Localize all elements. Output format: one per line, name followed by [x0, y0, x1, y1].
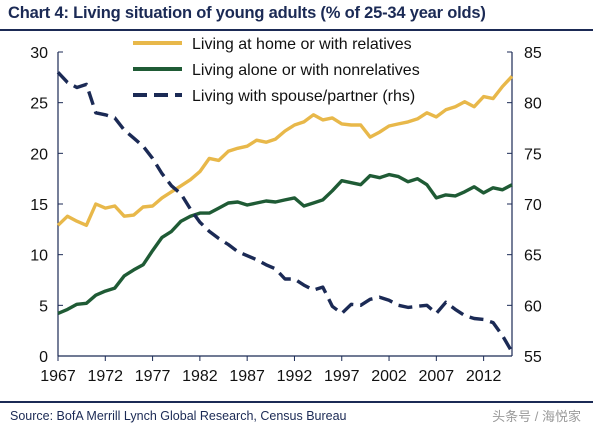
source-note: Source: BofA Merrill Lynch Global Resear…: [10, 409, 347, 423]
x-tick-label: 1972: [87, 368, 123, 385]
watermark-text: 头条号 / 海悦家: [492, 409, 581, 424]
y-left-tick-label: 0: [39, 349, 48, 366]
legend-label-3: Living with spouse/partner (rhs): [192, 88, 415, 105]
x-tick-label: 1967: [40, 368, 76, 385]
legend-label-1: Living at home or with relatives: [192, 36, 412, 53]
x-tick-label: 1977: [135, 368, 171, 385]
y-right-tick-label: 85: [524, 45, 542, 62]
y-right-tick-label: 70: [524, 197, 542, 214]
y-left-tick-label: 30: [30, 45, 48, 62]
chart-lines: [56, 71, 514, 353]
y-left-tick-label: 15: [30, 197, 48, 214]
x-tick-label: 2002: [371, 368, 407, 385]
x-tick-label: 1992: [277, 368, 313, 385]
y-left-tick-label: 5: [39, 298, 48, 315]
x-tick-label: 2012: [466, 368, 502, 385]
y-right-tick-label: 75: [524, 146, 542, 163]
chart-axes: 0 5 10 15 20 25 30 55 60 65 70 75 80 85 1967 1972 1977 19…: [30, 45, 542, 385]
x-tick-label: 2007: [419, 368, 455, 385]
footer-rule: [0, 401, 593, 403]
y-right-tick-label: 60: [524, 298, 542, 315]
series-line-1: [56, 75, 514, 228]
series-line-2: [57, 172, 513, 315]
chart-title: Chart 4: Living situation of young adult…: [8, 4, 486, 22]
legend-label-2: Living alone or with nonrelatives: [192, 62, 420, 79]
series-line-3: [56, 71, 514, 353]
y-left-tick-label: 20: [30, 146, 48, 163]
chart-legend: Living at home or with relatives Living a…: [133, 36, 420, 105]
y-right-tick-label: 80: [524, 96, 542, 113]
line-chart: 0 5 10 15 20 25 30 55 60 65 70 75 80 85 1967 1972 1977 19…: [30, 36, 542, 385]
x-tick-label: 1997: [324, 368, 360, 385]
y-left-tick-label: 25: [30, 96, 48, 113]
y-right-tick-label: 55: [524, 349, 542, 366]
x-tick-label: 1987: [229, 368, 265, 385]
title-rule: [0, 29, 593, 31]
y-right-tick-label: 65: [524, 248, 542, 265]
x-tick-label: 1982: [182, 368, 218, 385]
y-left-tick-label: 10: [30, 248, 48, 265]
